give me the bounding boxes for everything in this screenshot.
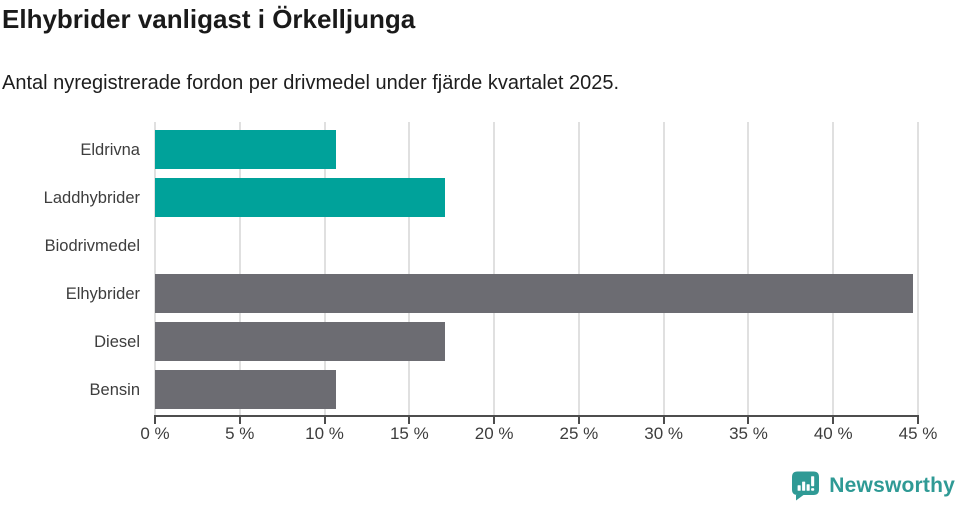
bar-eldrivna [155, 130, 337, 169]
axis-tick [408, 415, 411, 424]
tick-label: 45 % [898, 424, 938, 443]
category-label: Diesel [94, 332, 140, 351]
tick-label: 0 % [140, 424, 170, 443]
x-axis-line [154, 415, 918, 417]
category-label: Elhybrider [65, 284, 140, 303]
tick-label: 35 % [729, 424, 768, 443]
bar-laddhybrider [155, 178, 445, 217]
axis-tick [662, 415, 665, 424]
axis-tick [238, 415, 241, 424]
tick-label: 10 % [305, 424, 344, 443]
tick-label: 15 % [389, 424, 429, 443]
newsworthy-logo: Newsworthy [791, 471, 955, 501]
axis-tick [832, 415, 835, 424]
tick-label: 5 % [225, 424, 255, 443]
axis-tick [493, 415, 496, 424]
tick-label: 30 % [644, 424, 684, 443]
gridline [154, 122, 156, 415]
axis-tick [154, 415, 156, 424]
bar-bensin [155, 370, 337, 409]
plot-area [154, 122, 919, 424]
gridline [747, 122, 750, 415]
tick-label: 20 % [474, 424, 514, 443]
gridline [238, 122, 241, 415]
category-axis: Eldrivna Laddhybrider Biodrivmedel Elhyb… [0, 122, 140, 415]
axis-tick [323, 415, 326, 424]
gridline [408, 122, 411, 415]
bar-diesel [155, 322, 445, 361]
tick-label: 25 % [559, 424, 599, 443]
chart-subtitle: Antal nyregistrerade fordon per drivmede… [2, 72, 620, 94]
category-label: Biodrivmedel [44, 236, 140, 255]
category-label: Laddhybrider [43, 188, 140, 207]
axis-tick [747, 415, 750, 424]
gridline [662, 122, 665, 415]
gridline [917, 122, 919, 415]
tick-label: 40 % [813, 424, 853, 443]
newsworthy-wordmark: Newsworthy [829, 474, 955, 497]
bar-chart: Eldrivna Laddhybrider Biodrivmedel Elhyb… [0, 122, 960, 445]
category-label: Eldrivna [80, 140, 140, 159]
gridline [493, 122, 496, 415]
gridline [323, 122, 326, 415]
axis-tick [917, 415, 919, 424]
newsworthy-speech-bubble-barchart-icon [792, 471, 820, 501]
axis-tick [577, 415, 580, 424]
chart-title: Elhybrider vanligast i Örkelljunga [2, 4, 416, 34]
category-label: Bensin [89, 380, 140, 399]
gridline [832, 122, 835, 415]
x-axis-tick-labels: 0 % 5 % 10 % 15 % 20 % 25 % 30 % 35 % 40… [140, 424, 937, 446]
bar-elhybrider [155, 274, 913, 313]
gridline [577, 122, 580, 415]
